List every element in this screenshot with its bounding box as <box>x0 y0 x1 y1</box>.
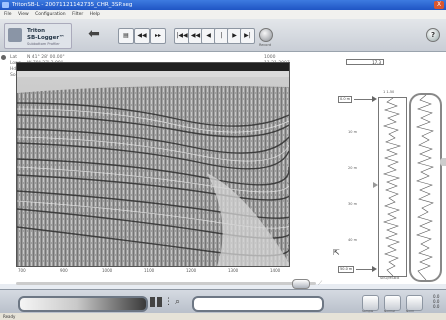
x-axis: 700 900 1000 1100 1200 1300 1400 <box>16 267 290 275</box>
record-label: Record <box>258 43 272 47</box>
gps-status-icon <box>1 55 6 60</box>
normal-mode-label: Normal <box>384 309 395 313</box>
toolbar: Triton SB-Logger™ Subbottom Profiler ⬅ ▤… <box>0 19 446 52</box>
lat-value: N 41° 28' 00.00" <box>27 55 65 60</box>
grayscale-gradient-bar[interactable] <box>18 296 148 312</box>
logo-line3: Subbottom Profiler <box>27 42 60 46</box>
mouse-cursor-icon: ⇱ <box>333 248 340 257</box>
top-marker-icon[interactable] <box>372 96 377 102</box>
resize-grip-icon[interactable]: ⟋ <box>318 280 323 287</box>
x-tick: 1100 <box>144 268 155 273</box>
norm-mode-label: Norm <box>406 309 415 313</box>
window-title: TritonSB-L - 20071121142735_CHR_3SP.seg <box>12 2 133 8</box>
info-field[interactable] <box>192 296 324 312</box>
value-field[interactable]: 17.3 <box>346 59 384 65</box>
help-button[interactable]: ? <box>426 28 440 42</box>
status-bar: Ready <box>0 313 446 320</box>
logo-line2: SB-Logger™ <box>27 35 65 41</box>
scroll-thumb[interactable] <box>292 279 310 289</box>
zoom-icon[interactable]: ⌕ <box>175 297 181 307</box>
top-depth-tag: 0.0 m <box>338 96 353 103</box>
menu-view[interactable]: View <box>17 12 29 17</box>
amplitude-strip-2 <box>409 93 442 282</box>
strip-bottom-label: SEG/MSB:8 <box>380 276 400 280</box>
side-handle[interactable] <box>440 158 446 166</box>
pause-bar-left <box>150 297 155 307</box>
ping-number: 1000 <box>264 55 276 60</box>
list-button[interactable]: ▤ <box>118 28 134 44</box>
stop-button[interactable]: | <box>214 28 229 44</box>
gain-icon[interactable]: ⋮ <box>164 297 173 307</box>
right-values: 0.0 0.0 0.0 <box>433 294 439 309</box>
right-value: 0.0 <box>433 299 440 304</box>
lat-label: Lat <box>10 55 18 60</box>
sonar-display[interactable] <box>16 62 290 267</box>
amplitude-trace <box>382 98 402 276</box>
normal-mode-icon[interactable] <box>384 295 401 311</box>
depth-label-30: 30 m <box>348 202 357 206</box>
back-arrow-icon[interactable]: ⬅ <box>88 26 100 42</box>
amplitude-strip <box>378 97 407 277</box>
rewind-button[interactable]: ◀◀ <box>134 28 150 44</box>
menu-filter[interactable]: Filter <box>72 12 84 17</box>
depth-label-20: 20 m <box>348 166 357 170</box>
x-tick: 1400 <box>270 268 281 273</box>
bottom-marker-icon[interactable] <box>372 266 377 272</box>
menu-file[interactable]: File <box>4 12 12 17</box>
right-value: 0.0 <box>433 294 440 299</box>
app-logo: Triton SB-Logger™ Subbottom Profiler <box>4 23 72 49</box>
norm-mode-icon[interactable] <box>406 295 423 311</box>
pause-bar-right <box>157 297 162 307</box>
x-tick: 900 <box>60 268 68 273</box>
scroll-track[interactable] <box>16 282 316 285</box>
title-bar: TritonSB-L - 20071121142735_CHR_3SP.seg … <box>0 0 446 10</box>
app-icon <box>2 2 9 8</box>
menu-help[interactable]: Help <box>89 12 100 17</box>
x-tick: 1200 <box>186 268 197 273</box>
menu-bar: File View Configuration Filter Help <box>0 10 446 19</box>
logo-line1: Triton <box>27 28 46 34</box>
depth-label-40: 40 m <box>348 238 357 242</box>
status-text: Ready <box>3 314 16 319</box>
record-button[interactable] <box>259 28 273 42</box>
top-tag-line <box>354 99 372 100</box>
sonar-image <box>17 63 289 266</box>
long-label: Long <box>10 61 27 67</box>
bottom-toolbar: ⋮ ⌕ Sample Normal Norm 0.0 0.0 0.0 <box>0 289 446 314</box>
x-tick: 1000 <box>102 268 113 273</box>
strip-top-label: 1 1-50 <box>383 90 395 94</box>
strip-handle-icon[interactable] <box>373 182 378 188</box>
skip-button[interactable]: ▸▸ <box>150 28 166 44</box>
hdg-label: Hdg <box>10 67 20 72</box>
bottom-depth-tag: 50.0 m <box>338 266 355 273</box>
depth-label-10: 10 m <box>348 130 357 134</box>
x-tick: 700 <box>18 268 26 273</box>
bottom-tag-line <box>356 269 372 270</box>
x-tick: 1300 <box>228 268 239 273</box>
menu-configuration[interactable]: Configuration <box>35 12 66 17</box>
right-value: 0.0 <box>433 304 440 309</box>
close-button[interactable]: X <box>434 1 444 9</box>
end-button[interactable]: ▶| <box>240 28 255 44</box>
sample-mode-label: Sample <box>362 309 374 313</box>
logo-icon <box>8 28 22 42</box>
amplitude-trace-2 <box>416 95 434 280</box>
sample-mode-icon[interactable] <box>362 295 379 311</box>
